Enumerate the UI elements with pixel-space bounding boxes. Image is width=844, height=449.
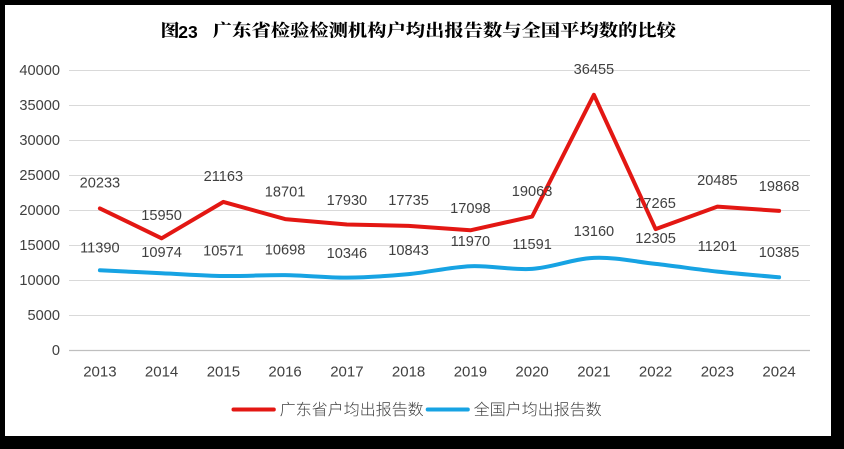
svg-text:20485: 20485 [697, 173, 738, 189]
svg-text:20233: 20233 [80, 175, 121, 191]
svg-text:10385: 10385 [759, 245, 800, 261]
svg-text:11390: 11390 [80, 240, 120, 256]
svg-text:10571: 10571 [203, 244, 244, 260]
svg-text:19868: 19868 [759, 179, 800, 195]
svg-text:15000: 15000 [19, 238, 60, 254]
svg-text:12305: 12305 [635, 231, 676, 247]
svg-text:17098: 17098 [450, 201, 491, 217]
svg-text:2024: 2024 [762, 364, 795, 381]
svg-text:35000: 35000 [19, 98, 60, 114]
svg-text:0: 0 [52, 343, 60, 359]
svg-text:2023: 2023 [701, 364, 734, 381]
svg-text:17930: 17930 [327, 193, 368, 209]
svg-text:10000: 10000 [19, 273, 60, 289]
svg-text:2013: 2013 [83, 364, 116, 381]
svg-text:23: 23 [178, 22, 198, 42]
svg-text:10346: 10346 [327, 246, 368, 262]
svg-text:2021: 2021 [577, 364, 610, 381]
svg-text:2017: 2017 [330, 364, 363, 381]
svg-text:10698: 10698 [265, 243, 306, 259]
svg-text:2015: 2015 [207, 364, 240, 381]
svg-text:21163: 21163 [204, 169, 244, 185]
svg-text:18701: 18701 [265, 184, 306, 200]
svg-text:2022: 2022 [639, 364, 672, 381]
svg-text:17735: 17735 [388, 193, 429, 209]
svg-text:11591: 11591 [512, 237, 552, 253]
svg-text:40000: 40000 [19, 63, 60, 79]
svg-text:11970: 11970 [451, 234, 491, 250]
svg-text:10843: 10843 [388, 243, 429, 259]
svg-text:2018: 2018 [392, 364, 425, 381]
svg-text:36455: 36455 [574, 62, 615, 78]
svg-text:11201: 11201 [698, 239, 738, 255]
svg-text:25000: 25000 [19, 168, 60, 184]
svg-text:2019: 2019 [454, 364, 487, 381]
svg-text:17265: 17265 [635, 196, 676, 212]
svg-text:13160: 13160 [574, 224, 615, 240]
svg-text:15950: 15950 [141, 208, 182, 224]
svg-text:2014: 2014 [145, 364, 178, 381]
svg-text:5000: 5000 [28, 308, 60, 324]
svg-text:20000: 20000 [19, 203, 60, 219]
svg-text:19063: 19063 [512, 184, 553, 200]
svg-text:2020: 2020 [515, 364, 548, 381]
svg-text:10974: 10974 [141, 245, 182, 261]
svg-text:30000: 30000 [19, 133, 60, 149]
svg-text:2016: 2016 [268, 364, 301, 381]
